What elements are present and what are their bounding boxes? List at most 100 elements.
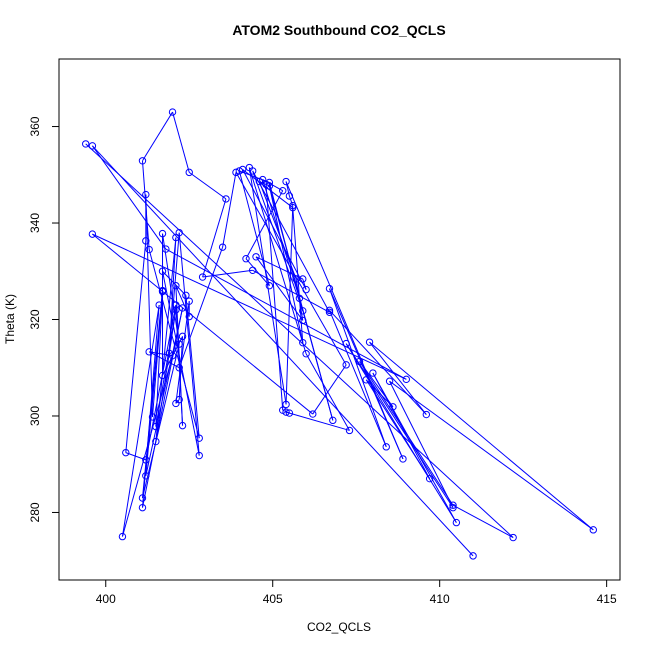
series-segment [329,288,387,448]
data-point [299,316,307,325]
data-point [282,177,290,186]
series-segment [292,207,304,343]
data-point [302,285,310,294]
data-point [148,413,157,421]
data-point [145,245,153,254]
series-segment [178,336,184,400]
x-tick-label: 410 [430,592,450,606]
series-segment [85,143,514,538]
series-segment [312,364,347,415]
data-point [342,339,350,348]
data-point [422,410,431,419]
data-point [158,371,167,380]
data-point [342,361,350,369]
series-segment [345,343,457,523]
data-point [509,533,517,542]
series-segment [298,298,334,421]
series-segment [178,246,224,368]
data-point [185,168,193,177]
series-segment [235,172,347,366]
data-point [365,338,374,346]
data-point [222,195,230,203]
series-segment [268,182,304,311]
data-point [88,230,97,238]
data-point [309,410,317,418]
data-point [355,357,364,366]
data-point [369,369,377,377]
series-segment [148,351,180,369]
data-point [175,228,183,237]
data-point [258,175,267,184]
y-tick-label: 320 [28,309,42,329]
data-point [172,306,180,314]
data-point [302,350,310,358]
data-point [118,532,127,541]
data-point [452,518,461,527]
series-segment [142,111,173,162]
data-point [248,266,257,274]
data-point [232,168,240,177]
series-segment [245,190,284,259]
data-point [289,201,297,210]
series-segment [245,258,270,287]
data-point [172,282,180,290]
data-point [285,192,294,200]
series-segment [285,181,290,197]
series-segment [141,304,160,508]
data-point [242,255,250,263]
data-point [252,253,260,261]
data-point [265,178,274,187]
data-point [122,448,130,457]
data-point [238,165,247,174]
data-point [299,338,307,347]
data-point [295,294,304,302]
series-segment [345,343,454,508]
series-segment [91,145,167,250]
data-point [142,237,150,245]
data-point [162,245,170,253]
data-point [195,434,203,442]
data-point [138,494,147,502]
series-segment [252,269,330,313]
series-segment [285,411,350,431]
series-segment [92,233,407,380]
data-point [142,456,150,464]
series-segment [92,145,474,557]
data-point [299,275,307,283]
series-segment [125,240,147,453]
data-point [152,437,160,446]
data-point [325,308,334,316]
data-point [158,286,167,295]
data-point [178,421,187,430]
data-point [172,233,180,242]
data-point [345,426,354,435]
y-axis-label: Theta (K) [3,294,17,344]
series-segment [265,184,284,411]
series-segment [452,504,514,538]
data-point [138,503,147,512]
data-point [385,377,394,385]
series-segment [252,170,304,311]
data-point [182,291,190,300]
series-segment [242,169,307,290]
series-segment [121,355,174,537]
x-axis-label: CO2_QCLS [307,620,371,634]
series-segment [252,170,330,313]
series-segment [389,380,594,531]
series-segment [165,248,407,380]
series-segment [285,205,294,405]
data-point [152,422,160,431]
data-point [362,376,370,384]
series-segment [178,232,200,456]
data-point [168,351,177,360]
data-point [282,400,290,409]
series-points [82,108,597,560]
data-point [329,416,337,425]
data-point [389,403,397,411]
y-tick-label: 300 [28,406,42,426]
data-point [158,229,167,238]
series-segment [285,181,404,460]
data-point [218,243,227,251]
data-point [138,157,147,165]
series-segment [202,269,253,278]
